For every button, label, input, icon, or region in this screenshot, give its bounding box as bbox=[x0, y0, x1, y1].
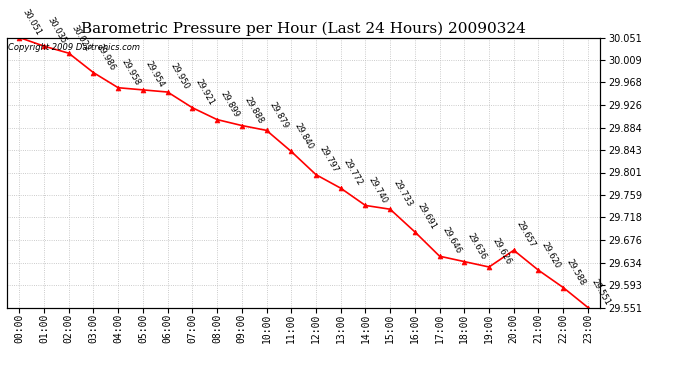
Text: Copyright 2009 Dartronics.com: Copyright 2009 Dartronics.com bbox=[8, 43, 140, 52]
Text: 29.657: 29.657 bbox=[515, 220, 538, 250]
Text: 29.740: 29.740 bbox=[366, 175, 389, 205]
Text: 30.022: 30.022 bbox=[70, 23, 92, 53]
Text: 29.958: 29.958 bbox=[119, 58, 141, 87]
Text: 29.646: 29.646 bbox=[441, 226, 463, 256]
Text: 29.921: 29.921 bbox=[194, 78, 216, 107]
Text: 29.879: 29.879 bbox=[268, 100, 290, 130]
Text: 29.772: 29.772 bbox=[342, 158, 364, 188]
Text: 29.954: 29.954 bbox=[144, 60, 166, 89]
Text: 30.051: 30.051 bbox=[21, 8, 43, 37]
Text: 29.797: 29.797 bbox=[317, 144, 339, 174]
Text: 29.733: 29.733 bbox=[391, 179, 414, 209]
Text: 29.626: 29.626 bbox=[491, 237, 513, 267]
Text: 29.588: 29.588 bbox=[564, 257, 586, 287]
Text: 29.840: 29.840 bbox=[293, 121, 315, 151]
Text: 29.899: 29.899 bbox=[218, 89, 241, 119]
Text: 29.950: 29.950 bbox=[169, 62, 191, 92]
Text: 29.888: 29.888 bbox=[243, 95, 266, 125]
Title: Barometric Pressure per Hour (Last 24 Hours) 20090324: Barometric Pressure per Hour (Last 24 Ho… bbox=[81, 22, 526, 36]
Text: 29.620: 29.620 bbox=[540, 240, 562, 270]
Text: 29.986: 29.986 bbox=[95, 42, 117, 72]
Text: 29.691: 29.691 bbox=[416, 202, 438, 231]
Text: 29.551: 29.551 bbox=[589, 278, 611, 307]
Text: 29.636: 29.636 bbox=[466, 231, 488, 261]
Text: 30.035: 30.035 bbox=[46, 16, 68, 46]
